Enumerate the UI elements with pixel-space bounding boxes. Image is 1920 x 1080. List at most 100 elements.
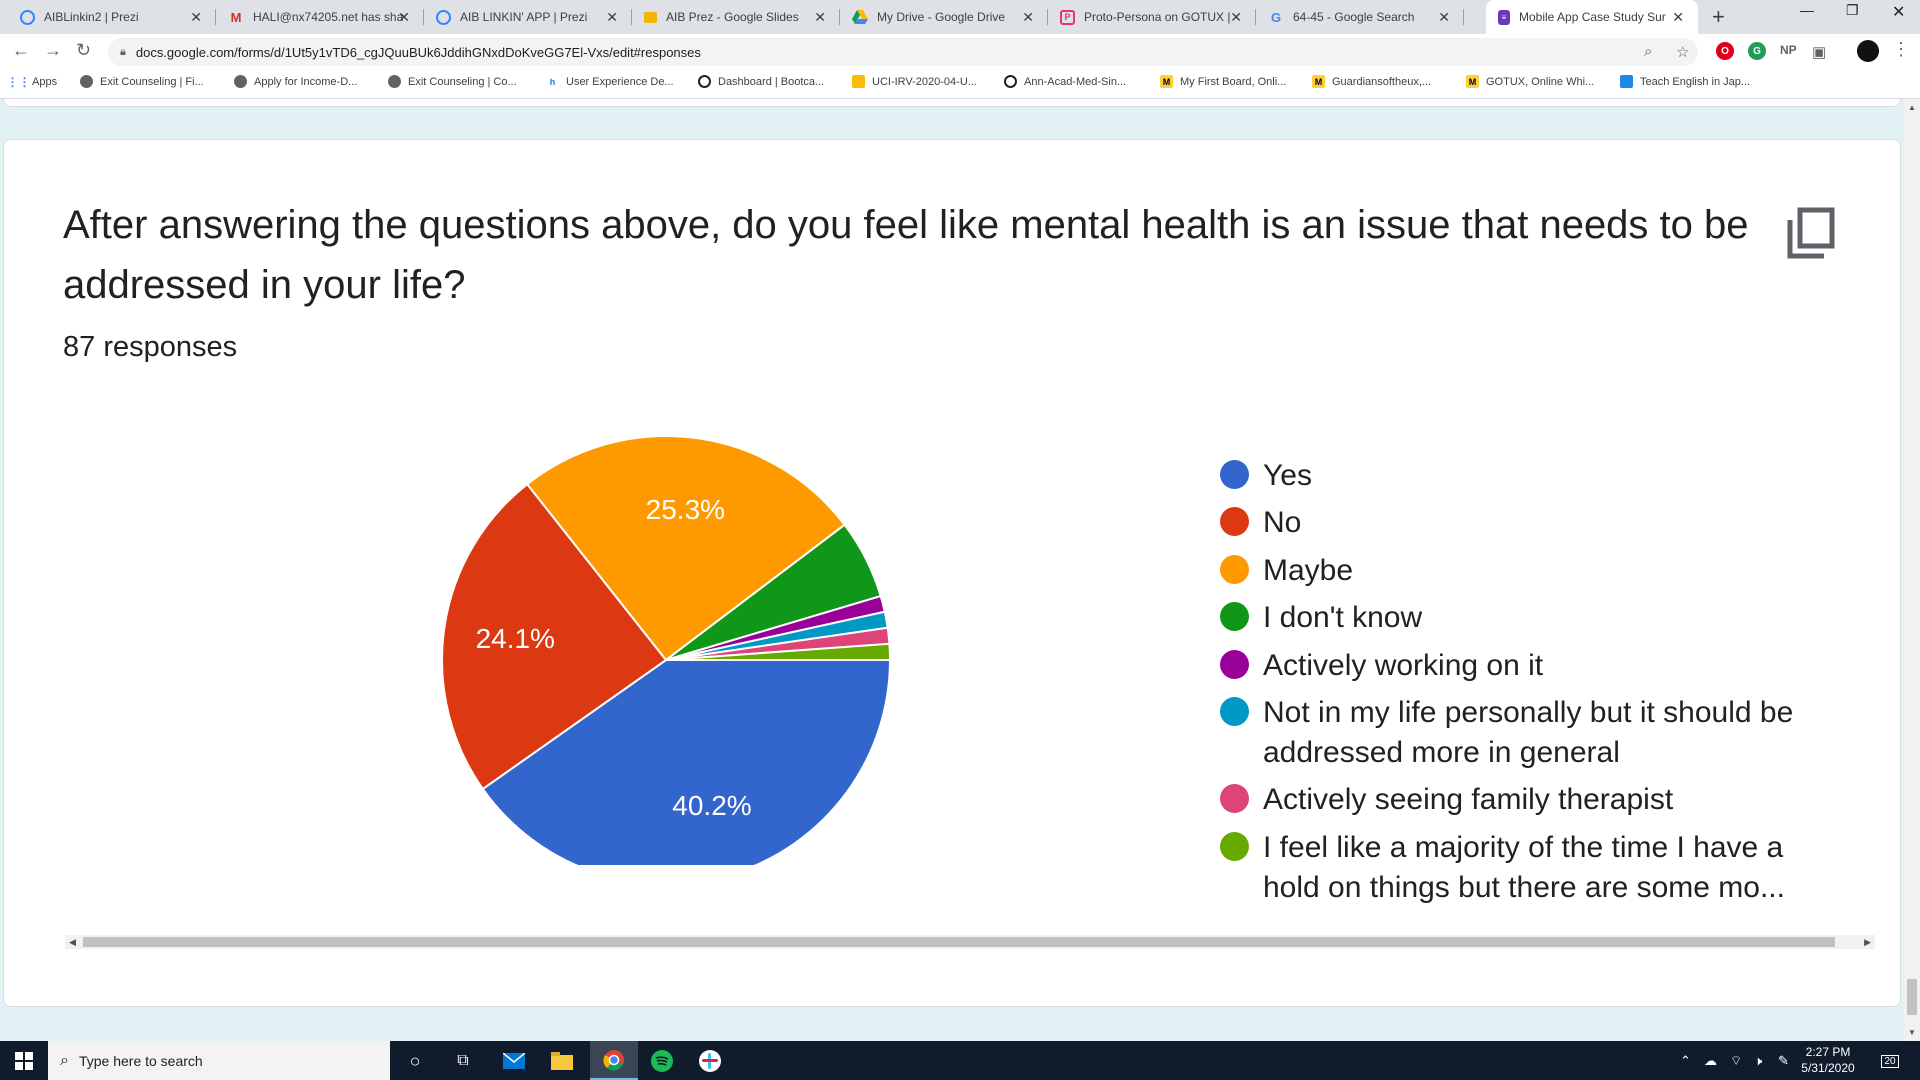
bookmark-item[interactable]: Dashboard | Bootca... bbox=[698, 75, 824, 88]
close-icon[interactable]: ✕ bbox=[1672, 9, 1684, 25]
response-count: 87 responses bbox=[63, 331, 238, 363]
tab-prezi-1[interactable]: AIBLinkin2 | Prezi ✕ bbox=[8, 0, 216, 34]
bookmark-label: Apply for Income-D... bbox=[254, 75, 358, 88]
pie-slice-7[interactable] bbox=[665, 642, 892, 661]
close-icon[interactable]: ✕ bbox=[1022, 9, 1034, 25]
bookmark-item[interactable]: h User Experience De... bbox=[546, 75, 674, 88]
scroll-left-arrow-icon[interactable]: ◀ bbox=[69, 937, 76, 947]
browser-toolbar: ← → ↻ 🔒︎ docs.google.com/forms/d/1Ut5y1v… bbox=[0, 34, 1920, 70]
bookmark-item[interactable]: M My First Board, Onli... bbox=[1160, 75, 1286, 88]
close-icon[interactable]: ✕ bbox=[398, 9, 410, 25]
bookmark-item[interactable]: M GOTUX, Online Whi... bbox=[1466, 75, 1594, 88]
file-explorer-icon[interactable] bbox=[550, 1049, 574, 1073]
globe-icon bbox=[80, 75, 93, 88]
wifi-icon[interactable]: ⌔ bbox=[1730, 1053, 1743, 1068]
restore-icon[interactable]: ❐ bbox=[1846, 2, 1859, 18]
dashboard-icon bbox=[698, 75, 711, 88]
lock-icon: 🔒︎ bbox=[120, 45, 126, 58]
reload-icon[interactable]: ↻ bbox=[76, 40, 92, 60]
chrome-app-icon[interactable] bbox=[590, 1041, 638, 1080]
bookmark-item[interactable]: Exit Counseling | Co... bbox=[388, 75, 517, 88]
address-bar[interactable]: 🔒︎ docs.google.com/forms/d/1Ut5y1vTD6_cg… bbox=[108, 38, 1698, 66]
tab-gotux[interactable]: P Proto-Persona on GOTUX | ✕ bbox=[1048, 0, 1256, 34]
tab-strip: AIBLinkin2 | Prezi ✕ M HALI@nx74205.net … bbox=[0, 0, 1920, 34]
pie-slice-1[interactable] bbox=[441, 482, 668, 791]
bookmark-item[interactable]: UCI-IRV-2020-04-U... bbox=[852, 75, 977, 88]
np-extension-icon[interactable]: NP bbox=[1780, 43, 1797, 57]
minimize-icon[interactable]: — bbox=[1800, 2, 1814, 18]
taskbar-search-box[interactable]: ⌕ Type here to search bbox=[48, 1041, 390, 1080]
tab-drive[interactable]: My Drive - Google Drive ✕ bbox=[840, 0, 1048, 34]
close-icon[interactable]: ✕ bbox=[606, 9, 618, 25]
notification-count: 20 bbox=[1881, 1054, 1899, 1068]
taskbar-clock[interactable]: 2:27 PM 5/31/2020 bbox=[1798, 1044, 1858, 1076]
scrollbar-thumb[interactable] bbox=[1907, 979, 1917, 1015]
cortana-icon[interactable]: ○ bbox=[409, 1050, 421, 1071]
task-view-icon[interactable]: ⧉ bbox=[457, 1052, 469, 1069]
forms-responses-page: After answering the questions above, do … bbox=[0, 99, 1920, 1041]
vertical-scrollbar[interactable]: ▲ ▼ bbox=[1904, 99, 1920, 1041]
scroll-right-arrow-icon[interactable]: ▶ bbox=[1864, 937, 1871, 947]
gmail-icon: M bbox=[230, 9, 242, 25]
tab-prezi-2[interactable]: AIB LINKIN' APP | Prezi ✕ bbox=[424, 0, 632, 34]
scroll-up-arrow-icon[interactable]: ▲ bbox=[1908, 103, 1916, 112]
forward-arrow-icon[interactable]: → bbox=[44, 40, 62, 60]
bookmark-label: Ann-Acad-Med-Sin... bbox=[1024, 75, 1127, 88]
back-arrow-icon[interactable]: ← bbox=[12, 40, 30, 60]
show-hidden-icons-icon[interactable]: ⌃ bbox=[1680, 1053, 1691, 1068]
slides-icon bbox=[644, 11, 657, 23]
new-tab-button[interactable]: + bbox=[1712, 4, 1725, 29]
question-title: After answering the questions above, do … bbox=[63, 203, 1749, 307]
zoom-icon[interactable]: ⌕ bbox=[1644, 43, 1653, 60]
scroll-down-arrow-icon[interactable]: ▼ bbox=[1908, 1028, 1916, 1037]
tab-title: HALI@nx74205.net has sha bbox=[253, 10, 403, 24]
close-window-icon[interactable]: ✕ bbox=[1892, 4, 1906, 21]
horizontal-scrollbar[interactable]: ◀ ▶ bbox=[65, 935, 1875, 949]
slack-icon[interactable] bbox=[698, 1049, 722, 1073]
legend-item-yes: Yes bbox=[1220, 456, 1823, 496]
scrollbar-thumb[interactable] bbox=[83, 937, 1835, 947]
search-placeholder: Type here to search bbox=[78, 1052, 203, 1069]
tab-title: Proto-Persona on GOTUX | bbox=[1084, 10, 1231, 24]
copy-chart-icon[interactable] bbox=[1784, 202, 1840, 262]
volume-icon[interactable]: 🕨︎ bbox=[1754, 1053, 1763, 1068]
bookmark-item[interactable]: Teach English in Jap... bbox=[1620, 75, 1750, 88]
miro-icon: M bbox=[1160, 75, 1173, 88]
bookmark-item[interactable]: Exit Counseling | Fi... bbox=[80, 75, 204, 88]
mail-app-icon[interactable] bbox=[502, 1049, 526, 1073]
bookmark-item[interactable]: Ann-Acad-Med-Sin... bbox=[1004, 75, 1126, 88]
bookmark-label: User Experience De... bbox=[566, 75, 674, 88]
grammarly-extension-icon[interactable]: G bbox=[1748, 42, 1766, 60]
windows-start-icon[interactable] bbox=[12, 1049, 36, 1073]
tab-slides[interactable]: AIB Prez - Google Slides ✕ bbox=[632, 0, 840, 34]
pie-slice-label-1: 24.1% bbox=[476, 623, 555, 654]
miro-icon: M bbox=[1466, 75, 1479, 88]
avatar[interactable] bbox=[1857, 40, 1879, 62]
kebab-menu-icon[interactable]: ⋮ bbox=[1892, 39, 1910, 59]
tab-title: 64-45 - Google Search bbox=[1293, 10, 1415, 24]
pie-slice-2[interactable] bbox=[525, 435, 847, 662]
bookmark-item[interactable]: Apply for Income-D... bbox=[234, 75, 357, 88]
bookmark-label: My First Board, Onli... bbox=[1180, 75, 1287, 88]
pie-slice-0[interactable] bbox=[481, 659, 892, 865]
tab-title: Mobile App Case Study Sur bbox=[1519, 10, 1666, 24]
legend-swatch bbox=[1220, 602, 1249, 631]
close-icon[interactable]: ✕ bbox=[190, 9, 202, 25]
close-icon[interactable]: ✕ bbox=[1438, 9, 1450, 25]
close-icon[interactable]: ✕ bbox=[814, 9, 826, 25]
bookmark-item[interactable]: M Guardiansoftheux,... bbox=[1312, 75, 1431, 88]
spotify-icon[interactable] bbox=[650, 1049, 674, 1073]
dropbox-icon[interactable]: ☁ bbox=[1704, 1053, 1717, 1068]
bookmark-apps[interactable]: ⋮⋮ Apps bbox=[7, 75, 58, 89]
close-icon[interactable]: ✕ bbox=[1230, 9, 1242, 25]
opera-extension-icon[interactable]: O bbox=[1716, 42, 1734, 60]
action-center-icon[interactable]: 20 bbox=[1878, 1049, 1902, 1073]
bookmark-star-icon[interactable]: ☆ bbox=[1676, 44, 1690, 61]
cast-icon[interactable]: ▣ bbox=[1812, 44, 1827, 61]
tab-forms-active[interactable]: ≡ Mobile App Case Study Sur ✕ bbox=[1486, 0, 1698, 34]
tab-gmail[interactable]: M HALI@nx74205.net has sha ✕ bbox=[216, 0, 424, 34]
tab-google-search[interactable]: G 64-45 - Google Search ✕ bbox=[1256, 0, 1464, 34]
tab-title: AIBLinkin2 | Prezi bbox=[44, 10, 139, 24]
prezi-icon bbox=[20, 9, 35, 25]
pen-icon[interactable]: ✎ bbox=[1778, 1053, 1789, 1068]
